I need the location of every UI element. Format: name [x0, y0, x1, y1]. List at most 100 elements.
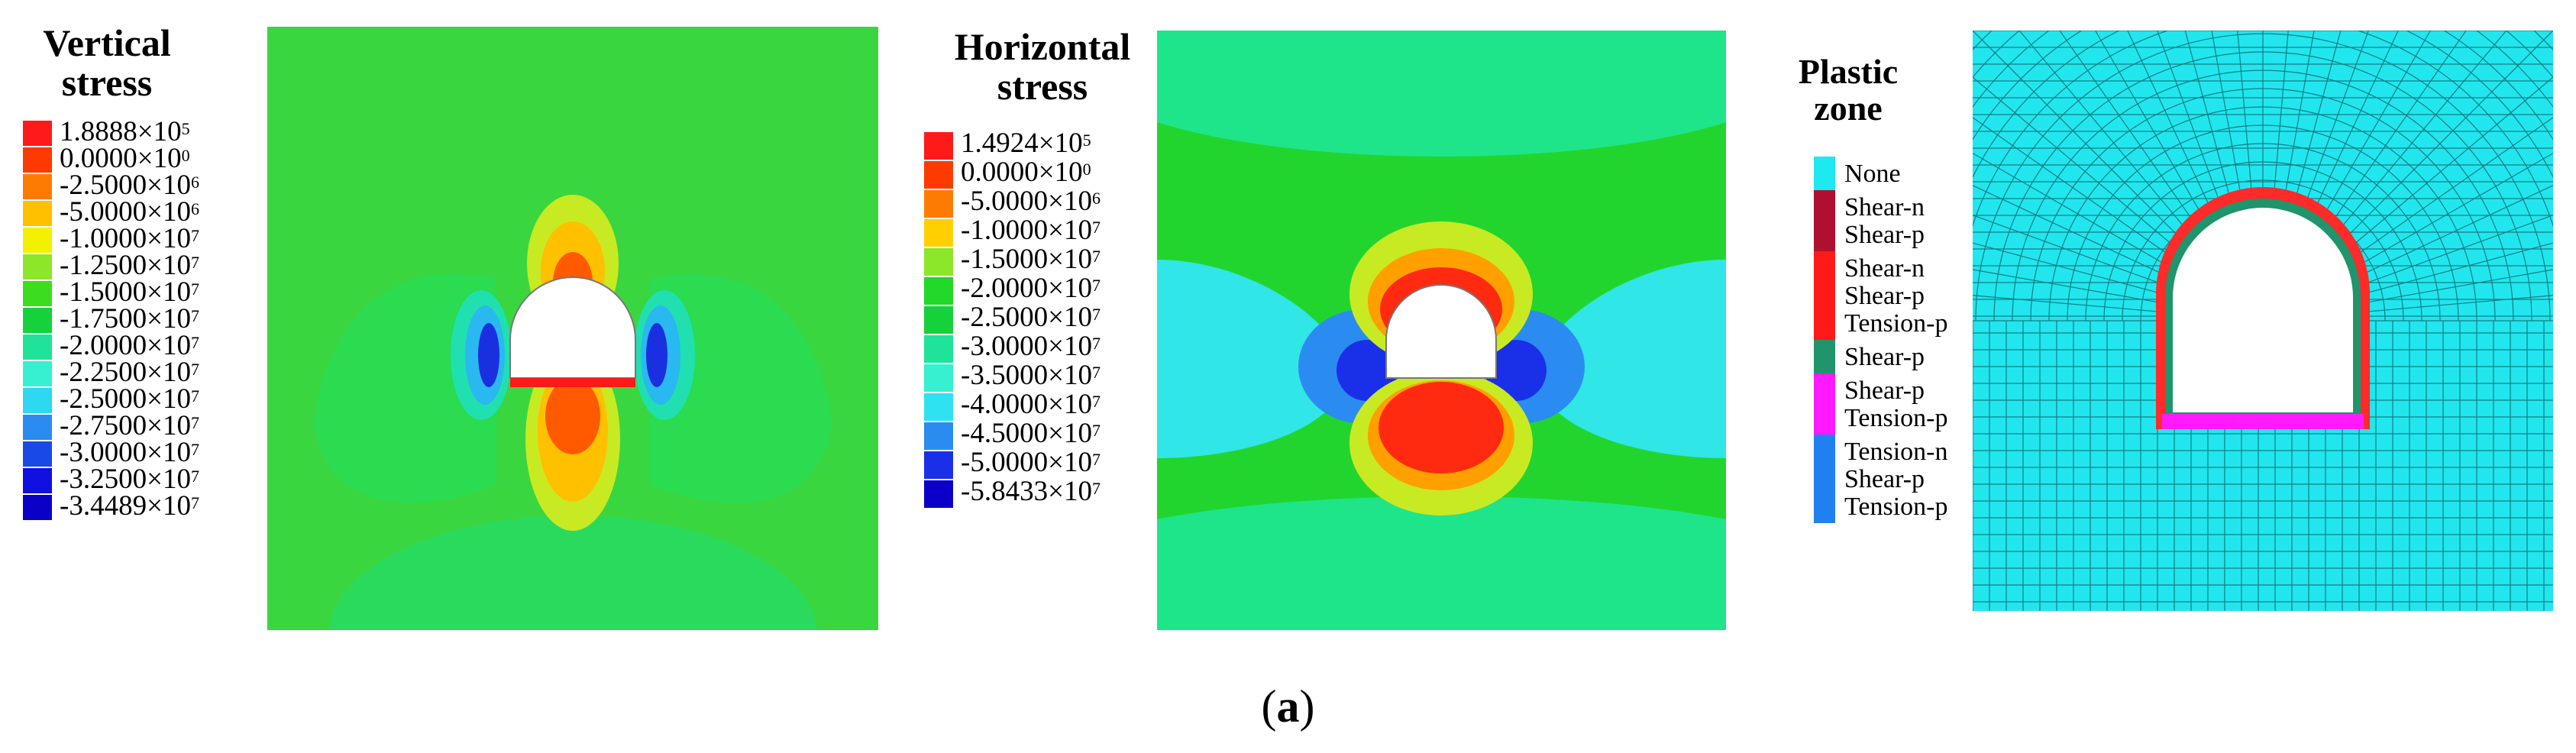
- legend-value-label: -2.0000×107: [60, 330, 199, 361]
- legend-title-line: stress: [61, 61, 153, 104]
- legend-value-label: -2.5000×106: [60, 170, 199, 201]
- caption-close-paren: ): [1299, 681, 1315, 732]
- legend-color-swatch: [23, 281, 52, 306]
- legend-color-swatch: [23, 147, 52, 173]
- legend-color-swatch: [924, 335, 953, 363]
- right-blue-zone-core: [1485, 340, 1547, 401]
- legend-color-swatch: [924, 277, 953, 305]
- lower-red-zone: [545, 378, 600, 454]
- plastic-legend-swatch: [1814, 340, 1835, 373]
- plastic-legend-label: Shear-p: [1844, 221, 1925, 249]
- plastic-legend-label: Tension-p: [1844, 309, 1948, 338]
- legend-value-label: -2.2500×107: [60, 357, 199, 388]
- legend-value-label: -1.0000×107: [60, 223, 199, 254]
- floor-tension-zone: [2156, 414, 2370, 429]
- plastic-legend-label: Shear-p: [1844, 376, 1925, 405]
- plastic-legend-label: Tension-p: [1844, 493, 1948, 521]
- legend-color-swatch: [23, 201, 52, 226]
- plastic-legend-label: Tension-p: [1844, 404, 1948, 432]
- floor-edge-right: [2364, 414, 2370, 429]
- legend-color-swatch: [23, 495, 52, 520]
- legend-value-label: -1.5000×107: [60, 276, 199, 308]
- legend-color-swatch: [924, 364, 953, 392]
- legend-color-swatch: [23, 441, 52, 467]
- plastic-zone-mesh-plot: [1973, 31, 2553, 611]
- legend-color-swatch: [924, 306, 953, 334]
- legend-color-swatch: [924, 132, 953, 160]
- side-band-right: [1535, 260, 1726, 458]
- legend-value-label: -1.7500×107: [60, 303, 199, 334]
- plastic-legend-swatch: [1814, 435, 1835, 523]
- tunnel-floor-red: [510, 378, 635, 387]
- legend-value-label: -3.5000×107: [961, 360, 1101, 391]
- side-lobe-left: [313, 273, 496, 503]
- plastic-legend-swatch: [1814, 251, 1835, 340]
- legend-value-label: -5.8433×107: [961, 476, 1101, 507]
- legend-color-swatch: [23, 361, 52, 386]
- legend-value-label: -5.0000×106: [961, 186, 1101, 217]
- legend-color-swatch: [924, 422, 953, 450]
- legend-value-label: -3.0000×107: [961, 331, 1101, 362]
- legend-value-label: -2.7500×107: [60, 410, 199, 441]
- horizontal-stress-contour-plot: [1157, 31, 1726, 630]
- legend-title-line: stress: [997, 65, 1088, 108]
- plastic-legend-swatch: [1814, 190, 1835, 251]
- plastic-legend-swatch: [1814, 373, 1835, 435]
- legend-value-label: -1.5000×107: [961, 244, 1101, 275]
- legend-value-label: -3.4489×107: [60, 490, 199, 522]
- legend-color-swatch: [23, 254, 52, 280]
- legend-color-swatch: [23, 334, 52, 360]
- legend-value-label: -2.0000×107: [961, 273, 1101, 304]
- legend-value-label: -1.0000×107: [961, 215, 1101, 246]
- legend-value-label: -4.0000×107: [961, 389, 1101, 420]
- legend-color-swatch: [23, 415, 52, 440]
- legend-color-swatch: [924, 219, 953, 247]
- floor-edge-left: [2156, 414, 2162, 429]
- plastic-legend-label: Shear-n: [1844, 254, 1925, 283]
- vertical-stress-contour-plot: [267, 27, 878, 630]
- upper-band: [1157, 31, 1726, 157]
- legend-color-swatch: [23, 388, 52, 413]
- legend-value-label: -5.0000×107: [961, 447, 1101, 478]
- plastic-legend-label: Shear-p: [1844, 343, 1925, 371]
- legend-value-label: -3.2500×107: [60, 464, 199, 495]
- lower-band: [1157, 496, 1726, 630]
- lower-red-zone: [1378, 382, 1504, 473]
- legend-value-label: -2.5000×107: [961, 302, 1101, 333]
- plastic-legend-swatch: [1814, 157, 1835, 190]
- legend-color-swatch: [924, 248, 953, 276]
- legend-color-swatch: [23, 468, 52, 493]
- horizontal-stress-legend-title: Horizontal stress: [936, 27, 1149, 106]
- legend-value-label: 1.4924×105: [961, 128, 1091, 159]
- side-band-left: [1157, 260, 1348, 458]
- plastic-legend-label: Shear-p: [1844, 465, 1925, 493]
- legend-value-label: -1.2500×107: [60, 250, 199, 281]
- plastic-legend-label: None: [1844, 160, 1901, 188]
- plastic-legend-label: Shear-p: [1844, 282, 1925, 310]
- legend-title-line: Horizontal: [954, 25, 1131, 68]
- legend-color-swatch: [23, 121, 52, 146]
- caption-open-paren: (: [1261, 681, 1277, 732]
- right-blue-zone-core: [646, 323, 667, 387]
- lower-lobe: [328, 515, 817, 630]
- legend-title-line: Vertical: [43, 21, 171, 64]
- legend-color-swatch: [23, 308, 52, 333]
- plastic-legend-label: Tension-n: [1844, 438, 1948, 466]
- legend-value-label: 1.8888×105: [60, 116, 190, 147]
- vertical-stress-legend-title: Vertical stress: [4, 23, 210, 102]
- left-blue-zone-core: [478, 323, 499, 387]
- legend-color-swatch: [924, 161, 953, 189]
- left-blue-zone-core: [1336, 340, 1398, 401]
- legend-color-swatch: [23, 228, 52, 253]
- mesh-grid: [1973, 31, 2553, 611]
- legend-value-label: -3.0000×107: [60, 437, 199, 468]
- legend-value-label: -4.5000×107: [961, 418, 1101, 449]
- legend-value-label: -5.0000×106: [60, 196, 199, 228]
- legend-color-swatch: [924, 190, 953, 218]
- legend-color-swatch: [924, 480, 953, 508]
- plastic-zone-legend-title: Plastic zone: [1772, 53, 1925, 127]
- legend-color-swatch: [924, 451, 953, 479]
- legend-value-label: -2.5000×107: [60, 383, 199, 415]
- legend-value-label: 0.0000×100: [60, 143, 190, 174]
- plastic-legend-label: Shear-n: [1844, 193, 1925, 221]
